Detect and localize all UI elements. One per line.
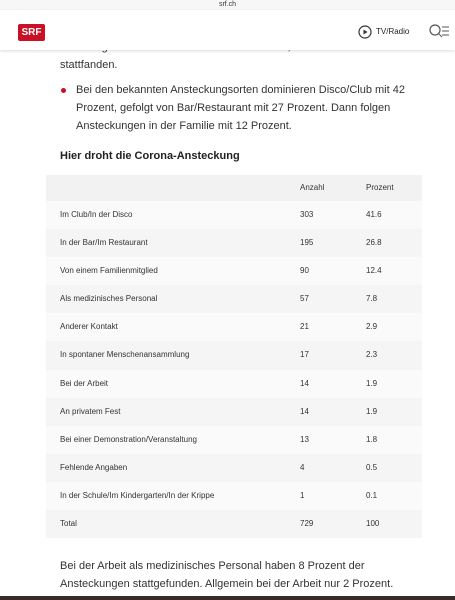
table-cell: 12.4 — [366, 266, 382, 276]
table-row: In der Bar/Im Restaurant 195 26.8 — [46, 229, 422, 258]
table-row: In spontaner Menschenansammlung 17 2.3 — [46, 341, 422, 370]
table-row: In der Schule/Im Kindergarten/In der Kri… — [46, 481, 422, 511]
table-cell: 1 — [300, 490, 305, 500]
table-cell: 57 — [300, 294, 309, 304]
table-row: Anderer Kontakt 21 2.9 — [46, 313, 422, 342]
table-cell: 1.9 — [366, 406, 378, 416]
table-cell: 729 — [300, 519, 314, 529]
table-row: An privatem Fest 14 1.9 — [46, 397, 422, 426]
table-cell: 13 — [300, 434, 309, 444]
table-cell: 14 — [300, 378, 309, 388]
bullet-dot — [61, 88, 66, 93]
table-cell: 2.3 — [366, 350, 378, 360]
table-cell: 195 — [300, 238, 314, 248]
table-cell: Von einem Familienmitglied — [60, 266, 158, 276]
table-cell: Bei der Arbeit — [60, 378, 109, 388]
table-cell: 100 — [366, 519, 380, 529]
column-header: Anzahl — [300, 183, 325, 192]
table-cell: 17 — [300, 350, 309, 360]
table-cell: 303 — [300, 210, 314, 219]
table-cell: Anderer Kontakt — [60, 322, 118, 332]
tv-radio-label: TV/Radio — [376, 27, 410, 36]
bottom-bar — [0, 596, 455, 600]
table-cell: An privatem Fest — [60, 406, 121, 416]
table-row: Total 729 100 — [46, 510, 422, 539]
table-cell: In der Bar/Im Restaurant — [60, 238, 148, 248]
table-cell: Als medizinisches Personal — [60, 294, 158, 304]
site-header: SRF TV/Radio — [0, 10, 455, 50]
table-row: Als medizinisches Personal 57 7.8 — [46, 285, 422, 314]
bullet-text: Bei den bekannten Ansteckungsorten domin… — [76, 84, 405, 132]
table-cell: Im Club/In der Disco — [60, 210, 133, 219]
table-cell: Fehlende Angaben — [60, 462, 128, 472]
tv-radio-link[interactable]: TV/Radio — [358, 24, 409, 40]
table-cell: In der Schule/Im Kindergarten/In der Kri… — [60, 490, 215, 500]
table-row: Fehlende Angaben 4 0.5 — [46, 453, 422, 482]
header-row: Anzahl Prozent — [46, 175, 422, 201]
table-cell: 1.8 — [366, 434, 378, 444]
table-row: Bei einer Demonstration/Veranstaltung 13 1… — [46, 425, 422, 454]
logo[interactable]: SRF — [18, 24, 45, 41]
table-cell: 4 — [300, 462, 305, 472]
column-header: Prozent — [366, 183, 394, 192]
table-cell: 26.8 — [366, 238, 382, 248]
table-cell: 14 — [300, 406, 309, 416]
table-cell: 21 — [300, 322, 309, 332]
table-title: Hier droht die Corona-Ansteckung — [60, 150, 240, 162]
table-row: Bei der Arbeit 14 1.9 — [46, 369, 422, 398]
table-cell: 0.5 — [366, 462, 378, 472]
play-icon — [358, 25, 372, 39]
table-cell: 7.8 — [366, 294, 378, 304]
table-row: Von einem Familienmitglied 90 12.4 — [46, 257, 422, 286]
outro-paragraph: Bei der Arbeit als medizinisches Persona… — [60, 560, 394, 590]
url-bar[interactable]: srf.ch — [0, 0, 455, 10]
table-row: Im Club/In der Disco 303 41.6 — [46, 201, 422, 230]
table-cell: 90 — [300, 266, 309, 276]
table: Anzahl Prozent Im Club/In der Disco 303 41.6… — [46, 175, 422, 539]
table-cell: 2.9 — [366, 322, 378, 332]
search-menu-icon[interactable] — [428, 23, 450, 39]
intro-end: stattfanden. — [60, 59, 118, 71]
url: srf.ch — [218, 1, 237, 8]
table-cell: 0.1 — [366, 490, 378, 500]
table-cell: Bei einer Demonstration/Veranstaltung — [60, 434, 197, 444]
table-cell: Total — [60, 519, 77, 529]
table-cell: In spontaner Menschenansammlung — [60, 350, 190, 360]
table-cell: 1.9 — [366, 378, 378, 388]
table-cell: 41.6 — [366, 210, 382, 219]
